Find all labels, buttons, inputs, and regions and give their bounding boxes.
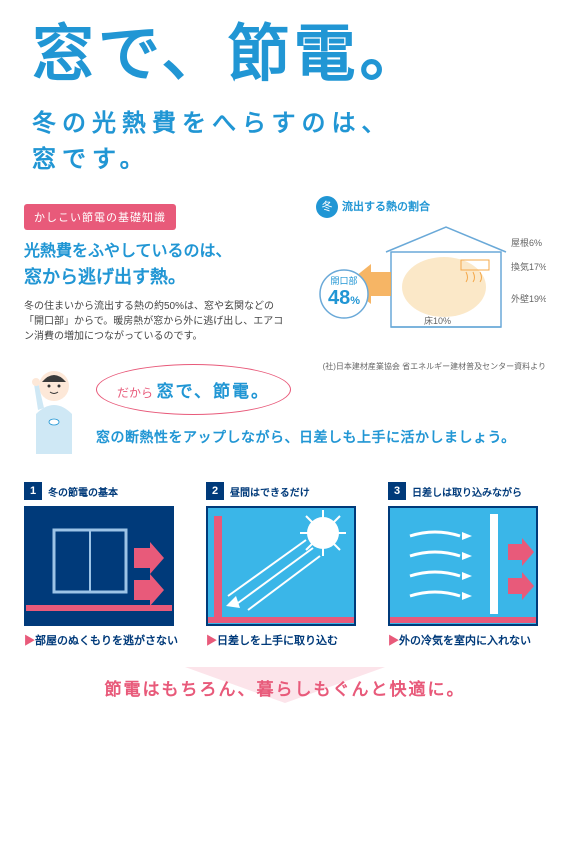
footer: 節電はもちろん、暮らしもぐんと快適に。 <box>24 667 546 703</box>
hero-title: 窓で、節電。 <box>32 24 538 86</box>
tip-head: 2 昼間はできるだけ <box>206 482 364 500</box>
bubble-prefix: だから <box>117 386 153 400</box>
tip-num: 1 <box>24 482 42 500</box>
tip-caption: ▶日差しを上手に取り込む <box>206 634 364 649</box>
heat-body: 冬の住まいから流出する熱の約50%は、窓や玄関などの「開口部」からで。暖房熱が窓… <box>24 299 284 344</box>
person-icon <box>24 364 84 464</box>
tip-cap-text: 日差しを上手に取り込む <box>217 635 338 647</box>
tip-num: 3 <box>388 482 406 500</box>
svg-text:屋根6%: 屋根6% <box>511 237 542 248</box>
tip-image <box>206 506 356 626</box>
tip-caption: ▶部屋のぬくもりを逃がさない <box>24 634 182 649</box>
tip-head: 1 冬の節電の基本 <box>24 482 182 500</box>
tip-num: 2 <box>206 482 224 500</box>
house-label-text: 流出する熱の割合 <box>342 201 430 213</box>
svg-text:床10%: 床10% <box>424 315 451 326</box>
hero-sub-l2: 窓です。 <box>32 146 150 173</box>
tip-2: 2 昼間はできるだけ ▶日差しを上手に取り込む <box>206 482 364 649</box>
tip-caption: ▶外の冷気を室内に入れない <box>388 634 546 649</box>
heat-title-l2: 窓から逃げ出す熱。 <box>24 267 186 287</box>
svg-text:開口部: 開口部 <box>330 275 357 286</box>
tip-image <box>24 506 174 626</box>
house-diagram: 冬流出する熱の割合 屋根6% 換気17% 外壁19% 床10% 開口部 48% <box>316 196 546 372</box>
badge: かしこい節電の基礎知識 <box>24 204 176 230</box>
bubble-col: だから 窓で、節電。 窓の断熱性をアップしながら、日差しも上手に活かしましょう。 <box>96 364 516 447</box>
tips-row: 1 冬の節電の基本 ▶部屋のぬくもりを逃がさない 2 昼間はできるだけ <box>0 464 570 649</box>
hero-sub-l1: 冬の光熱費をへらすのは、 <box>32 110 392 137</box>
tip-title: 日差しは取り込みながら <box>412 484 522 499</box>
house-svg: 屋根6% 換気17% 外壁19% 床10% 開口部 48% <box>316 222 546 352</box>
hero: 窓で、節電。 冬の光熱費をへらすのは、 窓です。 <box>0 0 570 186</box>
season-icon: 冬 <box>316 196 338 218</box>
house-credit: (社)日本建材産業協会 省エネルギー建材普及センター資料より <box>316 361 546 372</box>
bubble-main: 窓で、節電。 <box>157 382 270 401</box>
play-icon: ▶ <box>388 635 399 647</box>
advice-text: 窓の断熱性をアップしながら、日差しも上手に活かしましょう。 <box>96 427 516 447</box>
tip-title: 冬の節電の基本 <box>48 484 118 499</box>
tip-head: 3 日差しは取り込みながら <box>388 482 546 500</box>
tip-3: 3 日差しは取り込みながら ▶外の冷気を室内に入れない <box>388 482 546 649</box>
house-label: 冬流出する熱の割合 <box>316 196 546 218</box>
tip-cap-text: 外の冷気を室内に入れない <box>399 635 531 647</box>
tip-image <box>388 506 538 626</box>
play-icon: ▶ <box>206 635 217 647</box>
tip-1: 1 冬の節電の基本 ▶部屋のぬくもりを逃がさない <box>24 482 182 649</box>
svg-text:換気17%: 換気17% <box>511 261 546 272</box>
hero-subtitle: 冬の光熱費をへらすのは、 窓です。 <box>32 106 538 178</box>
tip-title: 昼間はできるだけ <box>230 484 310 499</box>
basics-section: かしこい節電の基礎知識 光熱費をふやしているのは、 窓から逃げ出す熱。 冬の住ま… <box>0 186 570 344</box>
footer-text: 節電はもちろん、暮らしもぐんと快適に。 <box>24 675 546 700</box>
tip-cap-text: 部屋のぬくもりを逃がさない <box>35 635 178 647</box>
speech-bubble: だから 窓で、節電。 <box>96 364 291 415</box>
play-icon: ▶ <box>24 635 35 647</box>
advice-row: だから 窓で、節電。 窓の断熱性をアップしながら、日差しも上手に活かしましょう。 <box>24 364 546 464</box>
svg-text:外壁19%: 外壁19% <box>511 293 546 304</box>
heat-title-l1: 光熱費をふやしているのは、 <box>24 243 232 260</box>
